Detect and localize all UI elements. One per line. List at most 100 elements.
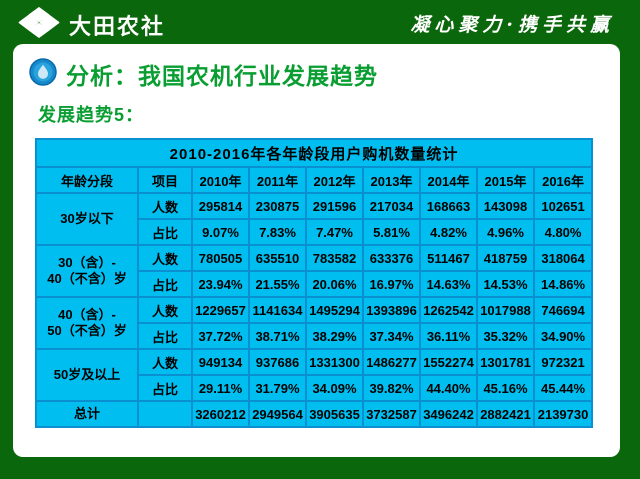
value-cell: 31.79% (248, 374, 307, 402)
value-cell: 34.90% (532, 322, 594, 350)
value-cell: 1229657 (191, 296, 250, 324)
column-header: 2011年 (248, 166, 307, 194)
column-header: 2010年 (191, 166, 250, 194)
total-value-cell: 3496242 (419, 400, 478, 428)
metric-label-cell: 占比 (137, 270, 193, 298)
value-cell: 937686 (248, 348, 307, 376)
value-cell: 45.16% (476, 374, 535, 402)
value-cell: 20.06% (305, 270, 364, 298)
table-row: 占比 37.72% 38.71% 38.29% 37.34% 36.11% 35.32% 34… (36, 322, 594, 350)
value-cell: 5.81% (362, 218, 421, 246)
column-header: 2015年 (476, 166, 535, 194)
age-group-cell: 30（含）- 40（不含）岁 (35, 244, 139, 298)
value-cell: 746694 (532, 296, 594, 324)
table-title: 2010-2016年各年龄段用户购机数量统计 (34, 138, 594, 168)
value-cell: 38.71% (248, 322, 307, 350)
value-cell: 102651 (532, 192, 594, 220)
table-row: 40（含）- 50（不含）岁 人数 1229657 1141634 1495294 139… (35, 296, 594, 350)
metric-label-cell: 人数 (137, 296, 193, 324)
content-panel: 分析：我国农机行业发展趋势 发展趋势5： 2010-2016年各年龄段用户购机数… (13, 44, 620, 457)
value-cell: 39.82% (362, 374, 421, 402)
value-cell: 36.11% (419, 322, 478, 350)
value-cell: 23.94% (191, 270, 250, 298)
value-cell: 7.47% (305, 218, 364, 246)
value-cell: 230875 (248, 192, 307, 220)
value-cell: 29.11% (191, 374, 250, 402)
metric-label-cell: 占比 (137, 374, 193, 402)
value-cell: 35.32% (476, 322, 535, 350)
table-row: 占比 29.11% 31.79% 34.09% 39.82% 44.40% 45.16% 45… (36, 374, 594, 402)
total-label-cell: 总计 (35, 400, 139, 428)
total-value-cell: 2139730 (532, 400, 594, 428)
age-group-cell: 40（含）- 50（不含）岁 (35, 296, 139, 350)
column-header: 2016年 (532, 166, 594, 194)
brand-name: 大田农社 (69, 14, 166, 39)
total-value-cell: 2949564 (248, 400, 307, 428)
value-cell: 7.83% (248, 218, 307, 246)
column-header: 年龄分段 (35, 166, 139, 194)
value-cell: 511467 (419, 244, 478, 272)
table-row: 30岁以下 人数 295814 230875 291596 217034 168663 143… (35, 192, 594, 246)
value-cell: 9.07% (191, 218, 250, 246)
top-banner: 大田农社 凝心聚力·携手共赢 (0, 0, 640, 44)
table-row: 占比 9.07% 7.83% 7.47% 5.81% 4.82% 4.96% 4.80% (36, 218, 594, 246)
total-empty-cell (137, 400, 193, 428)
brand-logo: 大田农社 (18, 7, 165, 43)
value-cell: 14.86% (532, 270, 594, 298)
metric-label-cell: 人数 (137, 348, 193, 376)
table-row: 占比 23.94% 21.55% 20.06% 16.97% 14.63% 14.53% 14… (36, 270, 594, 298)
value-cell: 780505 (191, 244, 250, 272)
value-cell: 1017988 (476, 296, 535, 324)
water-drop-icon (29, 57, 57, 91)
value-cell: 16.97% (362, 270, 421, 298)
value-cell: 291596 (305, 192, 364, 220)
value-cell: 295814 (191, 192, 250, 220)
value-cell: 4.80% (532, 218, 594, 246)
value-cell: 1495294 (305, 296, 364, 324)
value-cell: 4.96% (476, 218, 535, 246)
value-cell: 38.29% (305, 322, 364, 350)
column-header: 2012年 (305, 166, 364, 194)
total-value-cell: 3732587 (362, 400, 421, 428)
value-cell: 1552274 (419, 348, 478, 376)
value-cell: 45.44% (532, 374, 594, 402)
age-group-cell: 50岁及以上 (35, 348, 139, 402)
column-header: 项目 (137, 166, 193, 194)
value-cell: 1301781 (476, 348, 535, 376)
value-cell: 972321 (532, 348, 594, 376)
table-row: 50岁及以上 人数 949134 937686 1331300 1486277 155227… (35, 348, 594, 402)
column-header: 2014年 (419, 166, 478, 194)
value-cell: 14.63% (419, 270, 478, 298)
value-cell: 635510 (248, 244, 307, 272)
company-slogan: 凝心聚力·携手共赢 (410, 14, 614, 36)
value-cell: 4.82% (419, 218, 478, 246)
value-cell: 37.72% (191, 322, 250, 350)
value-cell: 1486277 (362, 348, 421, 376)
age-group-cell: 30岁以下 (35, 192, 139, 246)
value-cell: 37.34% (362, 322, 421, 350)
value-cell: 1393896 (362, 296, 421, 324)
metric-label-cell: 占比 (137, 322, 193, 350)
stats-table-wrap: 2010-2016年各年龄段用户购机数量统计 年龄分段 项目 2010年 2011年 20… (34, 138, 594, 428)
total-value-cell: 3260212 (191, 400, 250, 428)
total-value-cell: 3905635 (305, 400, 364, 428)
value-cell: 21.55% (248, 270, 307, 298)
total-row: 总计 3260212 2949564 3905635 3732587 3496242 288… (35, 400, 594, 428)
value-cell: 949134 (191, 348, 250, 376)
page-title: 分析：我国农机行业发展趋势 (66, 63, 378, 89)
table-row: 30（含）- 40（不含）岁 人数 780505 635510 783582 633376… (35, 244, 594, 298)
metric-label-cell: 占比 (137, 218, 193, 246)
value-cell: 318064 (532, 244, 594, 272)
value-cell: 168663 (419, 192, 478, 220)
value-cell: 217034 (362, 192, 421, 220)
field-diamond-logo-icon (18, 7, 60, 43)
stats-table: 2010-2016年各年龄段用户购机数量统计 年龄分段 项目 2010年 2011年 20… (34, 138, 594, 428)
metric-label-cell: 人数 (137, 192, 193, 220)
stats-table-body: 2010-2016年各年龄段用户购机数量统计 年龄分段 项目 2010年 2011年 20… (34, 138, 594, 428)
trend-label: 发展趋势5： (38, 105, 145, 125)
value-cell: 418759 (476, 244, 535, 272)
column-header: 2013年 (362, 166, 421, 194)
value-cell: 143098 (476, 192, 535, 220)
value-cell: 1141634 (248, 296, 307, 324)
value-cell: 44.40% (419, 374, 478, 402)
